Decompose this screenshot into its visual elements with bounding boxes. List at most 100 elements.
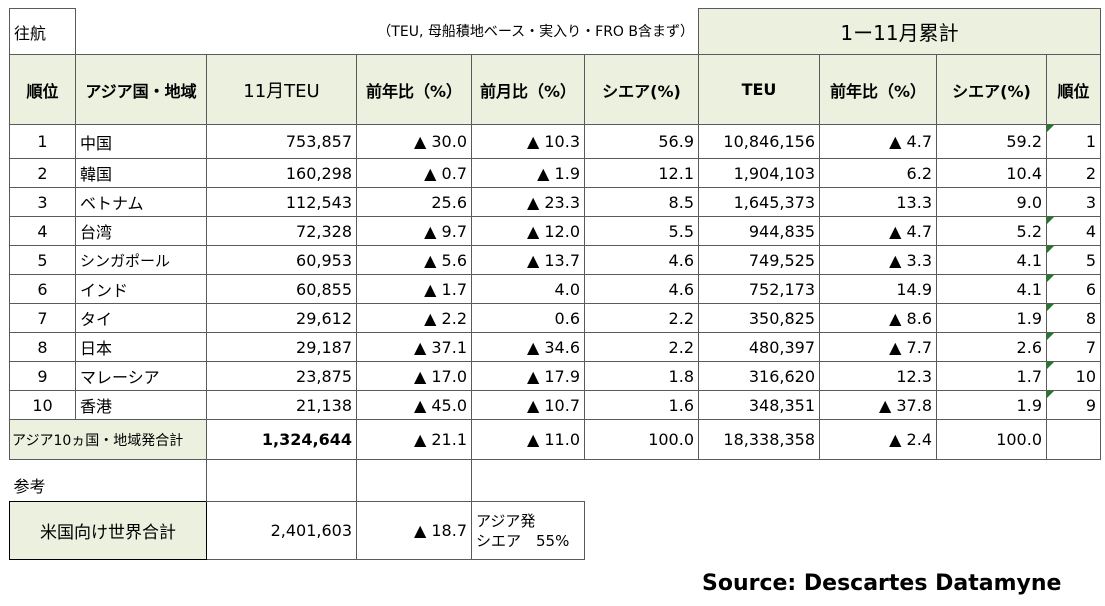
cell-share: 2.2 xyxy=(584,332,699,362)
table-row: 8 日本 29,187 ▲ 37.1 ▲ 34.6 2.2 480,397 ▲ … xyxy=(9,332,1101,362)
cell-yoy: ▲ 9.7 xyxy=(356,216,472,246)
cell-rank: 5 xyxy=(9,245,76,275)
reference-spacer xyxy=(585,502,1101,560)
table-row: 10 香港 21,138 ▲ 45.0 ▲ 10.7 1.6 348,351 ▲… xyxy=(9,390,1101,420)
cell-cum-teu: 944,835 xyxy=(698,216,820,246)
table-row: 4 台湾 72,328 ▲ 9.7 ▲ 12.0 5.5 944,835 ▲ 4… xyxy=(9,216,1101,246)
world-total-label: 米国向け世界合計 xyxy=(9,501,207,560)
cell-mom: ▲ 34.6 xyxy=(471,332,585,362)
cell-share: 2.2 xyxy=(584,303,699,333)
cumulative-title: 1ー11月累計 xyxy=(698,8,1101,55)
cell-mom: ▲ 17.9 xyxy=(471,361,585,391)
cell-teu: 112,543 xyxy=(206,187,357,217)
header-cum-rank: 順位 xyxy=(1046,54,1101,125)
cell-cum-teu: 316,620 xyxy=(698,361,820,391)
total-mom: ▲ 11.0 xyxy=(471,419,585,460)
table-row: 2 韓国 160,298 ▲ 0.7 ▲ 1.9 12.1 1,904,103 … xyxy=(9,158,1101,188)
cell-cum-rank: 5 xyxy=(1046,245,1101,275)
source-credit: Source: Descartes Datamyne xyxy=(702,571,1062,596)
cell-cum-teu: 10,846,156 xyxy=(698,124,820,159)
cell-cum-yoy: ▲ 7.7 xyxy=(819,332,937,362)
cell-share: 8.5 xyxy=(584,187,699,217)
cell-region: ベトナム xyxy=(75,187,207,217)
cell-rank: 1 xyxy=(9,124,76,159)
total-yoy: ▲ 21.1 xyxy=(356,419,472,460)
table-row: 3 ベトナム 112,543 25.6 ▲ 23.3 8.5 1,645,373… xyxy=(9,187,1101,217)
reference-label: 参考 xyxy=(9,459,207,502)
cell-rank: 4 xyxy=(9,216,76,246)
cell-mom: ▲ 1.9 xyxy=(471,158,585,188)
cell-cum-yoy: ▲ 3.3 xyxy=(819,245,937,275)
cell-teu: 160,298 xyxy=(206,158,357,188)
cell-cum-share: 1.7 xyxy=(936,361,1047,391)
cell-share: 12.1 xyxy=(584,158,699,188)
cell-cum-teu: 480,397 xyxy=(698,332,820,362)
cell-cum-yoy: ▲ 37.8 xyxy=(819,390,937,420)
cell-cum-yoy: 6.2 xyxy=(819,158,937,188)
cell-mom: 4.0 xyxy=(471,274,585,304)
cell-mom: 0.6 xyxy=(471,303,585,333)
cell-region: シンガポール xyxy=(75,245,207,275)
cell-cum-share: 2.6 xyxy=(936,332,1047,362)
cell-cum-share: 4.1 xyxy=(936,274,1047,304)
cell-cum-yoy: 14.9 xyxy=(819,274,937,304)
cell-mom: ▲ 23.3 xyxy=(471,187,585,217)
corner-label: 往航 xyxy=(9,8,76,55)
cell-teu: 60,953 xyxy=(206,245,357,275)
cell-region: 台湾 xyxy=(75,216,207,246)
header-cum-teu: TEU xyxy=(698,54,820,125)
total-cum-yoy: ▲ 2.4 xyxy=(819,419,937,460)
total-cum-share: 100.0 xyxy=(936,419,1047,460)
world-total-teu: 2,401,603 xyxy=(206,501,357,560)
cell-yoy: ▲ 0.7 xyxy=(356,158,472,188)
total-row: アジア10ヵ国・地域発合計 1,324,644 ▲ 21.1 ▲ 11.0 10… xyxy=(9,419,1101,460)
cell-cum-share: 5.2 xyxy=(936,216,1047,246)
cell-yoy: ▲ 1.7 xyxy=(356,274,472,304)
cell-mom: ▲ 10.7 xyxy=(471,390,585,420)
reference-spacer xyxy=(206,459,357,502)
cell-rank: 9 xyxy=(9,361,76,391)
unit-note: （TEU, 母船積地ベース・実入り・FRO B含まず） xyxy=(75,8,699,55)
cell-mom: ▲ 10.3 xyxy=(471,124,585,159)
total-share: 100.0 xyxy=(584,419,699,460)
cell-mom: ▲ 13.7 xyxy=(471,245,585,275)
cell-cum-rank: 9 xyxy=(1046,390,1101,420)
cell-share: 1.8 xyxy=(584,361,699,391)
cell-cum-rank: 3 xyxy=(1046,187,1101,217)
reference-spacer xyxy=(585,460,1101,502)
cell-teu: 21,138 xyxy=(206,390,357,420)
cell-cum-rank: 1 xyxy=(1046,124,1101,159)
cell-share: 4.6 xyxy=(584,274,699,304)
cell-cum-share: 59.2 xyxy=(936,124,1047,159)
cell-share: 56.9 xyxy=(584,124,699,159)
cell-teu: 23,875 xyxy=(206,361,357,391)
cell-yoy: ▲ 17.0 xyxy=(356,361,472,391)
cell-rank: 3 xyxy=(9,187,76,217)
total-cum-rank-empty xyxy=(1046,419,1101,460)
cell-yoy: 25.6 xyxy=(356,187,472,217)
cell-rank: 10 xyxy=(9,390,76,420)
cell-yoy: ▲ 5.6 xyxy=(356,245,472,275)
cell-cum-share: 1.9 xyxy=(936,303,1047,333)
cell-cum-teu: 752,173 xyxy=(698,274,820,304)
cell-yoy: ▲ 37.1 xyxy=(356,332,472,362)
cell-region: 日本 xyxy=(75,332,207,362)
header-rank: 順位 xyxy=(9,54,76,125)
cell-cum-yoy: ▲ 4.7 xyxy=(819,124,937,159)
cell-cum-rank: 2 xyxy=(1046,158,1101,188)
cell-yoy: ▲ 2.2 xyxy=(356,303,472,333)
cell-cum-yoy: 12.3 xyxy=(819,361,937,391)
asia-share-line1: アジア発 xyxy=(476,511,536,530)
cell-share: 4.6 xyxy=(584,245,699,275)
cell-region: 香港 xyxy=(75,390,207,420)
cell-rank: 8 xyxy=(9,332,76,362)
table-row: 9 マレーシア 23,875 ▲ 17.0 ▲ 17.9 1.8 316,620… xyxy=(9,361,1101,391)
cell-cum-teu: 749,525 xyxy=(698,245,820,275)
reference-spacer xyxy=(356,459,472,502)
asia-share-note: アジア発 シエア 55% xyxy=(471,501,585,560)
table-row: 6 インド 60,855 ▲ 1.7 4.0 4.6 752,173 14.9 … xyxy=(9,274,1101,304)
world-total-yoy: ▲ 18.7 xyxy=(356,501,472,560)
cell-teu: 753,857 xyxy=(206,124,357,159)
cell-region: 中国 xyxy=(75,124,207,159)
cell-region: タイ xyxy=(75,303,207,333)
